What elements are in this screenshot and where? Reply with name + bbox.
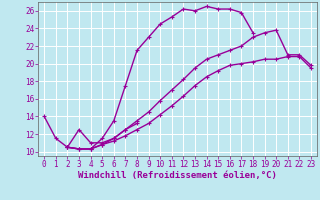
X-axis label: Windchill (Refroidissement éolien,°C): Windchill (Refroidissement éolien,°C): [78, 171, 277, 180]
